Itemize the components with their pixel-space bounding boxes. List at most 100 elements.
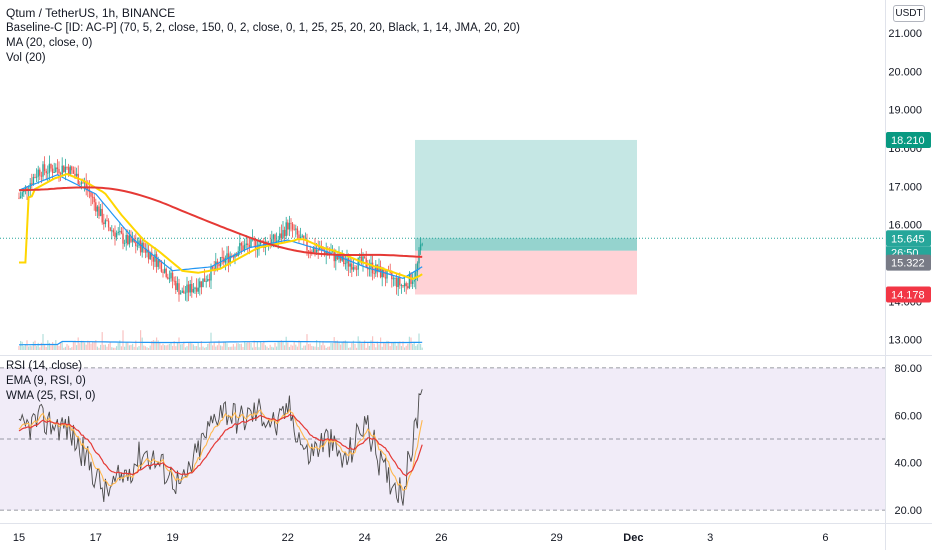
candle-body [123, 243, 126, 244]
candle-body [277, 239, 279, 242]
candle-body [383, 269, 385, 278]
volume-bar [245, 342, 247, 350]
volume-bar [88, 341, 90, 350]
volume-bar [144, 346, 146, 350]
candle-body [411, 281, 414, 284]
candle-body [203, 278, 206, 282]
candle-body [323, 250, 326, 255]
candle-body [29, 183, 31, 190]
volume-bar [212, 345, 214, 350]
volume-bar [29, 345, 31, 350]
time-tick-label: 3 [707, 532, 713, 544]
indicator-volume-legend[interactable]: Vol (20) [6, 52, 46, 64]
entry-price-tag-bg [886, 254, 931, 271]
volume-bar [159, 342, 161, 350]
volume-bar [167, 344, 169, 350]
candle-body [187, 284, 190, 293]
candle-body [143, 242, 145, 249]
candle-body [419, 244, 422, 251]
candle-body [359, 256, 361, 258]
volume-bar [101, 332, 103, 350]
volume-bar [394, 341, 396, 350]
candle-body [287, 222, 289, 230]
volume-bar [248, 342, 250, 350]
candle-body [173, 280, 175, 282]
candle-body [63, 165, 65, 173]
volume-bar [156, 337, 158, 350]
volume-bar [287, 342, 289, 350]
candle-body [331, 250, 334, 253]
candle-body [375, 264, 377, 274]
baseline-red-line [18, 186, 423, 258]
candle-body [55, 167, 57, 173]
candle-body [115, 233, 118, 238]
volume-bar [228, 347, 230, 350]
candle-body [416, 263, 419, 272]
volume-bar [332, 343, 334, 350]
volume-bar [224, 341, 226, 350]
volume-bar [178, 337, 180, 350]
volume-bar [392, 342, 394, 350]
candle-body [319, 247, 321, 251]
candle-body [363, 256, 366, 259]
volume-bar [298, 340, 300, 350]
candle-body [256, 249, 259, 251]
price-tick-label: 21.000 [888, 28, 922, 40]
volume-bar [151, 341, 153, 350]
ema-legend[interactable]: EMA (9, RSI, 0) [6, 375, 86, 387]
candle-body [408, 273, 411, 289]
candle-body [335, 254, 337, 262]
candle-body [149, 252, 151, 260]
candle-body [26, 186, 28, 191]
candle-body [397, 277, 399, 288]
rsi-legend[interactable]: RSI (14, close) [6, 360, 83, 372]
volume-bar [42, 334, 44, 350]
volume-bar [127, 342, 129, 350]
volume-bar [84, 342, 86, 350]
candle-body [290, 222, 292, 224]
indicator-baseline-legend[interactable]: Baseline-C [ID: AC-P] (70, 5, 2, close, … [6, 22, 520, 34]
candle-body [131, 238, 134, 242]
volume-bar [138, 346, 140, 350]
volume-bar [282, 341, 284, 350]
wma-legend[interactable]: WMA (25, RSI, 0) [6, 390, 96, 402]
volume-bar [237, 343, 239, 350]
volume-bar [168, 343, 170, 350]
candle-body [141, 242, 143, 253]
volume-bar [143, 345, 145, 350]
price-pane[interactable] [0, 139, 885, 350]
candle-body [146, 249, 148, 253]
volume-bar [256, 341, 258, 350]
candle-body [373, 273, 375, 275]
volume-bar [301, 347, 303, 350]
currency-selector[interactable]: USDT [893, 5, 925, 22]
candle-body [19, 196, 22, 198]
volume-bar [175, 346, 177, 350]
volume-bar [173, 341, 175, 350]
candle-body [32, 177, 35, 185]
candle-body [402, 285, 404, 287]
symbol-title[interactable]: Qtum / TetherUS, 1h, BINANCE [6, 6, 176, 20]
volume-bar [349, 347, 351, 350]
candle-body [240, 243, 243, 246]
volume-bar [148, 347, 150, 350]
candle-body [282, 229, 284, 238]
rsi-tick-label: 80.00 [894, 363, 922, 375]
candle-body [82, 182, 84, 184]
volume-bar [100, 344, 102, 350]
volume-bar [263, 340, 265, 350]
indicator-ma-legend[interactable]: MA (20, close, 0) [6, 37, 93, 49]
stop-price-tag: 14.178 [891, 290, 925, 302]
candle-body [35, 176, 38, 178]
volume-bar [239, 343, 241, 350]
volume-bar [354, 343, 356, 350]
candle-body [247, 243, 249, 246]
volume-bar [341, 341, 343, 350]
candle-body [395, 278, 398, 288]
rsi-pane[interactable] [0, 367, 885, 511]
volume-bar [85, 344, 87, 350]
candle-body [99, 208, 102, 216]
volume-bar [279, 342, 281, 350]
price-tick-label: 13.000 [888, 335, 922, 347]
